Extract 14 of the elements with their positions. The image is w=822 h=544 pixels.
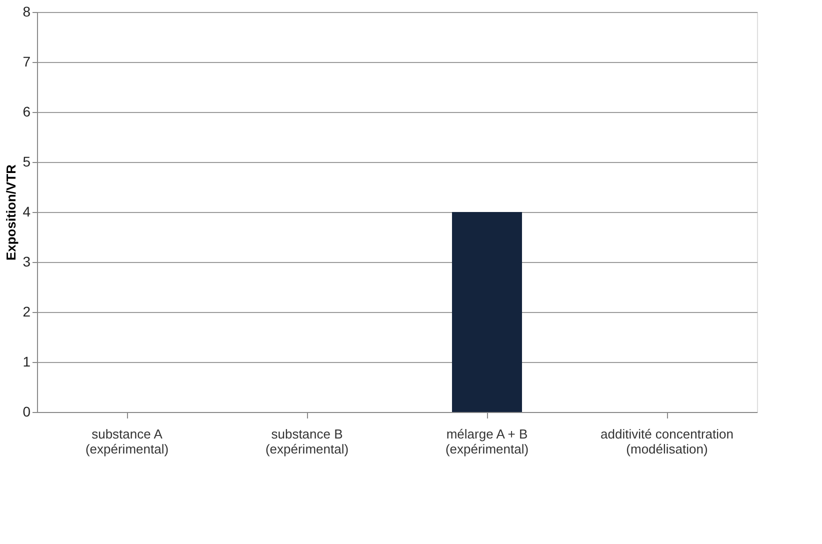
x-tick-label: substance B (expérimental) <box>265 426 349 456</box>
x-tick-label: additivité concentration (modélisation) <box>600 426 734 456</box>
x-tick-label: mélarge A + B (expérimental) <box>445 426 529 456</box>
x-tick-label: substance A (expérimental) <box>85 426 169 456</box>
y-tick-label: 4 <box>22 204 31 220</box>
y-tick-label: 0 <box>22 404 31 420</box>
y-tick-label: 1 <box>22 354 31 370</box>
y-axis-title: Exposition/VTR <box>4 164 19 261</box>
y-tick-label: 6 <box>22 104 31 120</box>
y-tick-label: 8 <box>22 4 31 20</box>
y-tick-label: 5 <box>22 154 31 170</box>
y-tick-label: 3 <box>22 254 31 270</box>
y-tick-label: 7 <box>22 54 31 70</box>
y-tick-label: 2 <box>22 304 31 320</box>
